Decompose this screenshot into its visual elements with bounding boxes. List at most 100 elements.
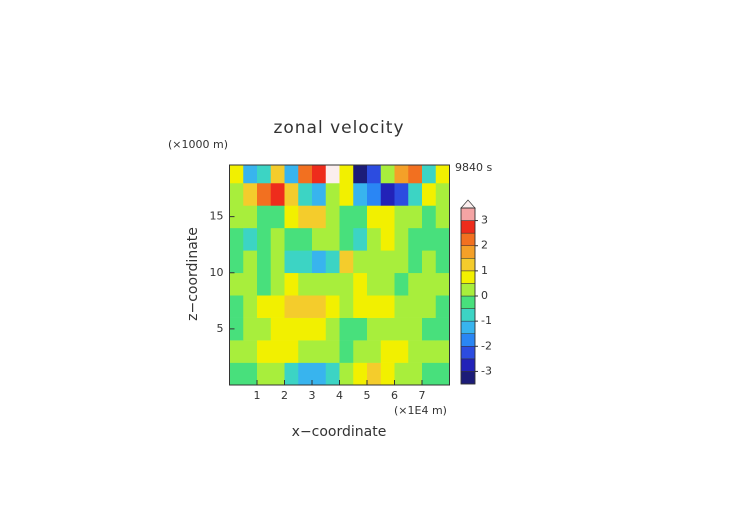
cell: [257, 295, 272, 318]
cell: [257, 250, 272, 274]
cell: [339, 295, 354, 318]
cell: [353, 250, 368, 274]
cell: [339, 317, 354, 341]
cell: [229, 295, 244, 318]
cell: [435, 317, 450, 341]
cell: [394, 182, 409, 206]
cell: [380, 182, 395, 206]
y-axis-label: z−coordinate: [185, 227, 201, 321]
cell: [339, 340, 354, 363]
cell: [284, 295, 299, 318]
colorbar-bin: [460, 371, 476, 385]
cell: [408, 362, 423, 386]
cell: [312, 340, 327, 363]
cell: [229, 317, 244, 341]
cell: [298, 205, 313, 229]
cell: [325, 182, 340, 206]
cell: [380, 250, 395, 274]
colorbar-bin: [460, 220, 476, 234]
cell: [353, 227, 368, 251]
colorbar-tick-label: -1: [481, 314, 492, 327]
cell: [435, 165, 450, 184]
colorbar-bin: [460, 358, 476, 372]
cell: [298, 272, 313, 296]
colorbar-bin: [460, 308, 476, 322]
cell: [257, 317, 272, 341]
cell: [435, 205, 450, 229]
cell: [229, 250, 244, 274]
x-tick-label: 6: [391, 389, 398, 402]
cell: [325, 362, 340, 386]
cell: [312, 295, 327, 318]
cell: [270, 227, 285, 251]
cell: [353, 205, 368, 229]
cell: [312, 205, 327, 229]
cell: [353, 317, 368, 341]
cell: [284, 317, 299, 341]
x-tick-label: 3: [309, 389, 316, 402]
colorbar-tick-label: 1: [481, 264, 488, 277]
x-tick-label: 5: [364, 389, 371, 402]
cell: [257, 165, 272, 184]
cell: [394, 317, 409, 341]
cell: [243, 250, 258, 274]
cell: [422, 205, 437, 229]
cell: [229, 272, 244, 296]
cell: [408, 227, 423, 251]
cell: [339, 227, 354, 251]
cell: [257, 205, 272, 229]
cell: [243, 182, 258, 206]
cell: [394, 205, 409, 229]
cell: [229, 182, 244, 206]
cell: [270, 205, 285, 229]
cell: [367, 165, 382, 184]
cell: [367, 362, 382, 386]
cell: [325, 295, 340, 318]
cell: [312, 165, 327, 184]
cell: [284, 182, 299, 206]
cell: [408, 205, 423, 229]
cell: [422, 227, 437, 251]
cell: [270, 272, 285, 296]
cell: [380, 227, 395, 251]
cell: [394, 165, 409, 184]
cell: [435, 272, 450, 296]
cell: [339, 272, 354, 296]
cell: [422, 182, 437, 206]
cell: [243, 272, 258, 296]
colorbar-bin: [460, 283, 476, 297]
cell: [422, 165, 437, 184]
cell: [367, 317, 382, 341]
cell: [298, 362, 313, 386]
cell: [325, 340, 340, 363]
colorbar-bin: [460, 245, 476, 259]
cell: [435, 295, 450, 318]
y-tick-label: 10: [210, 266, 224, 279]
cell: [243, 295, 258, 318]
cell: [353, 295, 368, 318]
cell: [353, 182, 368, 206]
cell: [298, 317, 313, 341]
cell: [380, 165, 395, 184]
colorbar-bin: [460, 295, 476, 309]
cell: [408, 317, 423, 341]
y-tick-label: 15: [210, 210, 224, 223]
cell: [298, 250, 313, 274]
cell: [298, 227, 313, 251]
cell: [270, 182, 285, 206]
cell: [243, 340, 258, 363]
cell: [298, 295, 313, 318]
cell: [435, 250, 450, 274]
colorbar-bin: [460, 333, 476, 347]
cell: [257, 340, 272, 363]
cell: [298, 340, 313, 363]
cell: [339, 165, 354, 184]
cell: [435, 227, 450, 251]
cell: [284, 272, 299, 296]
cell: [435, 340, 450, 363]
cell: [394, 272, 409, 296]
cell: [353, 272, 368, 296]
cell: [284, 250, 299, 274]
x-tick-label: 7: [419, 389, 426, 402]
